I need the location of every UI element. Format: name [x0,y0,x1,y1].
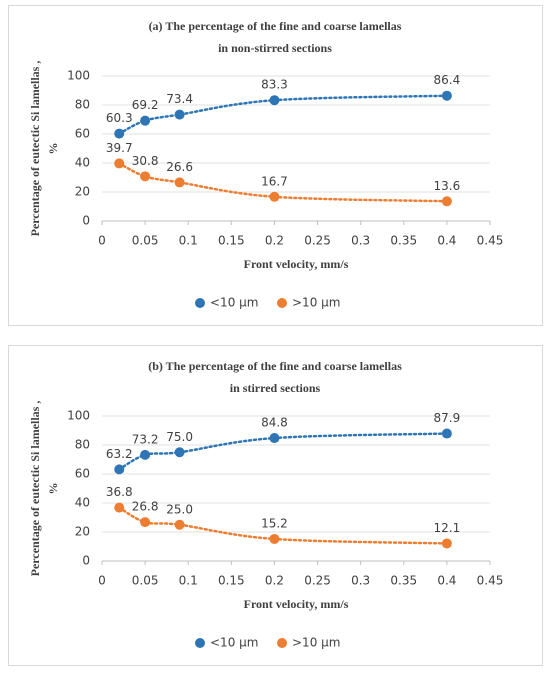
legend-label: >10 μm [292,636,340,650]
x-tick-label: 0.1 [179,574,198,588]
y-axis-label: % [46,483,60,495]
legend-label: <10 μm [210,636,258,650]
y-tick-label: 100 [67,69,90,83]
data-point [174,519,185,530]
data-point [140,517,151,528]
x-tick-label: 0.3 [351,574,370,588]
data-point [174,177,185,188]
data-label: 30.8 [132,154,159,168]
data-label: 86.4 [434,73,461,87]
legend-marker [277,298,287,308]
x-tick-label: 0.4 [437,234,456,248]
data-label: 73.4 [166,92,193,106]
x-tick-label: 0 [98,574,106,588]
chart-panel: (b) The percentage of the fine and coars… [8,345,543,666]
y-tick-label: 20 [75,525,90,539]
data-point [114,464,125,475]
data-label: 36.8 [106,485,133,499]
x-axis-label: Front velocity, mm/s [244,257,349,271]
x-tick-label: 0.45 [477,574,504,588]
chart-panel: (a) The percentage of the fine and coars… [8,5,543,326]
data-label: 12.1 [434,521,461,535]
legend-marker [195,298,205,308]
legend-label: >10 μm [292,296,340,310]
panel-border [8,345,543,666]
data-point [140,171,151,182]
data-label: 16.7 [261,174,288,188]
legend-marker [277,638,287,648]
data-label: 69.2 [132,98,159,112]
x-tick-label: 0.15 [218,574,245,588]
x-tick-label: 0.05 [132,234,159,248]
x-tick-label: 0 [98,234,106,248]
data-label: 15.2 [261,516,288,530]
y-tick-label: 0 [82,554,90,568]
x-tick-label: 0.45 [477,234,504,248]
data-label: 26.8 [132,500,159,514]
data-label: 83.3 [261,78,288,92]
data-point [441,538,452,549]
data-label: 73.2 [132,432,159,446]
data-point [114,502,125,513]
chart-title: in stirred sections [230,381,321,395]
x-tick-label: 0.25 [304,574,331,588]
chart-title: (a) The percentage of the fine and coars… [149,19,402,33]
x-tick-label: 0.35 [390,234,417,248]
x-tick-label: 0.2 [265,234,284,248]
data-point [174,447,185,458]
y-tick-label: 100 [67,409,90,423]
x-tick-label: 0.2 [265,574,284,588]
data-point [114,128,125,139]
y-axis-label: Percentage of eutectic Si lamellas , [28,401,42,577]
y-tick-label: 80 [75,98,90,112]
y-tick-label: 20 [75,185,90,199]
x-tick-label: 0.1 [179,234,198,248]
x-tick-label: 0.4 [437,574,456,588]
data-point [441,196,452,207]
data-label: 13.6 [434,179,461,193]
data-label: 87.9 [434,411,461,425]
data-label: 84.8 [261,416,288,430]
y-tick-label: 40 [75,156,90,170]
y-tick-label: 60 [75,127,90,141]
data-point [140,115,151,126]
y-tick-label: 60 [75,467,90,481]
data-point [441,428,452,439]
data-point [174,109,185,120]
chart-title: in non-stirred sections [218,41,332,55]
data-point [114,158,125,169]
data-label: 63.2 [106,447,133,461]
x-tick-label: 0.35 [390,574,417,588]
data-point [140,449,151,460]
x-tick-label: 0.15 [218,234,245,248]
legend-marker [195,638,205,648]
data-point [269,433,280,444]
data-point [441,90,452,101]
legend-label: <10 μm [210,296,258,310]
x-tick-label: 0.3 [351,234,370,248]
y-axis-label: Percentage of eutectic Si lamellas , [28,61,42,237]
x-tick-label: 0.05 [132,574,159,588]
data-label: 26.6 [166,160,193,174]
chart-title: (b) The percentage of the fine and coars… [148,359,402,373]
data-label: 60.3 [106,111,133,125]
data-point [269,191,280,202]
data-label: 25.0 [166,502,193,516]
y-tick-label: 40 [75,496,90,510]
data-point [269,95,280,106]
y-tick-label: 80 [75,438,90,452]
y-axis-label: % [46,143,60,155]
x-axis-label: Front velocity, mm/s [244,597,349,611]
data-point [269,533,280,544]
x-tick-label: 0.25 [304,234,331,248]
data-label: 39.7 [106,141,133,155]
y-tick-label: 0 [82,214,90,228]
data-label: 75.0 [166,430,193,444]
panel-border [8,5,543,326]
